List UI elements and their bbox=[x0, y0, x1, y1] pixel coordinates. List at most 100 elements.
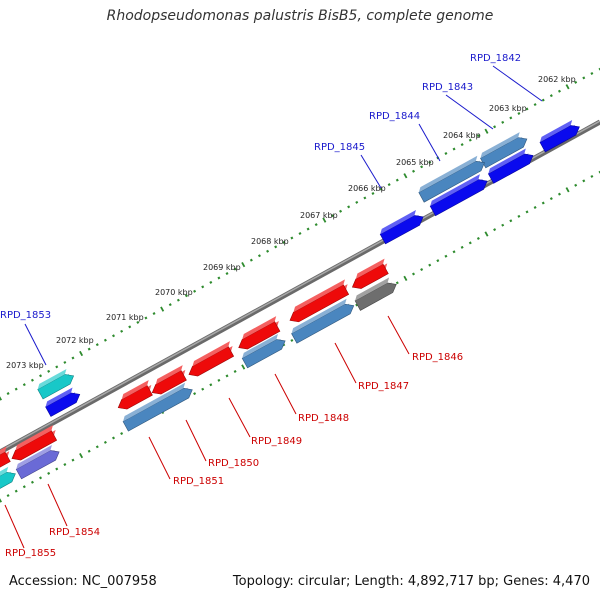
outer-tick-minor-tick bbox=[95, 343, 99, 347]
gene-arrow-body bbox=[188, 346, 235, 377]
outer-tick-minor-tick bbox=[395, 178, 399, 182]
leader-line bbox=[274, 373, 297, 415]
kbp-tick-label: 2072 kbp bbox=[56, 336, 94, 345]
inner-tick-minor-tick bbox=[468, 241, 472, 245]
outer-tick-minor-tick bbox=[549, 94, 553, 98]
kbp-tick-label: 2073 kbp bbox=[6, 361, 44, 370]
outer-tick-minor-tick bbox=[168, 303, 172, 307]
accession-text: Accession: NC_007958 bbox=[9, 574, 157, 589]
outer-tick-minor-tick bbox=[371, 191, 375, 195]
inner-tick-minor-tick bbox=[120, 432, 124, 436]
genome-info-text: Topology: circular; Length: 4,892,717 bp… bbox=[232, 574, 590, 589]
outer-tick-major-tick bbox=[241, 261, 246, 268]
inner-tick-minor-tick bbox=[476, 236, 480, 240]
outer-tick-minor-tick bbox=[266, 249, 270, 253]
gene-label-bottom: RPD_1851 bbox=[173, 476, 224, 487]
kbp-tick-label: 2065 kbp bbox=[396, 158, 434, 167]
gene-arrow bbox=[37, 368, 75, 400]
inner-tick-major-tick bbox=[79, 453, 84, 459]
inner-tick-minor-tick bbox=[225, 374, 229, 378]
gene-arrow-bevel bbox=[539, 120, 573, 143]
outer-tick-minor-tick bbox=[493, 125, 497, 129]
inner-tick-minor-tick bbox=[30, 480, 34, 484]
outer-tick-minor-tick bbox=[136, 320, 140, 324]
gene-label-bottom: RPD_1849 bbox=[251, 436, 302, 447]
gene-arrow-body bbox=[11, 430, 58, 461]
inner-tick-minor-tick bbox=[525, 210, 529, 214]
gene-arrow-body bbox=[117, 385, 153, 410]
leader-line bbox=[360, 154, 382, 189]
inner-tick-minor-tick bbox=[193, 392, 197, 396]
leader-line bbox=[445, 94, 494, 130]
outer-tick-minor-tick bbox=[314, 223, 318, 227]
outer-tick-minor-tick bbox=[452, 147, 456, 151]
inner-tick-minor-tick bbox=[63, 463, 67, 467]
outer-tick-minor-tick bbox=[517, 111, 521, 115]
outer-tick-minor-tick bbox=[128, 325, 132, 329]
outer-tick-major-tick bbox=[160, 306, 165, 312]
gene-arrow-bevel bbox=[291, 298, 347, 334]
gene-arrow-bevel bbox=[355, 258, 385, 279]
gene-arrow-bevel bbox=[242, 334, 278, 359]
inner-tick-minor-tick bbox=[541, 201, 545, 205]
gene-label-top: RPD_1842 bbox=[470, 53, 521, 64]
gene-label-bottom: RPD_1848 bbox=[298, 413, 349, 424]
gene-arrow-body bbox=[291, 303, 355, 344]
inner-tick-minor-tick bbox=[201, 387, 205, 391]
outer-tick-minor-tick bbox=[420, 165, 424, 169]
leader-line bbox=[387, 315, 410, 355]
gene-arrow bbox=[487, 148, 534, 184]
kbp-tick-label: 2068 kbp bbox=[251, 237, 289, 246]
outer-tick-minor-tick bbox=[217, 276, 221, 280]
gene-arrow-body bbox=[151, 370, 187, 395]
outer-tick-minor-tick bbox=[63, 360, 67, 364]
leader-line bbox=[185, 419, 207, 462]
inner-tick-minor-tick bbox=[355, 303, 359, 307]
gene-arrow-bevel bbox=[192, 341, 230, 367]
gene-label-bottom: RPD_1847 bbox=[358, 381, 409, 392]
outer-tick-minor-tick bbox=[209, 280, 213, 284]
gene-arrow-bevel bbox=[242, 316, 277, 340]
inner-tick-major-tick bbox=[241, 364, 246, 370]
inner-tick-minor-tick bbox=[209, 383, 213, 387]
gene-label-top: RPD_1853 bbox=[0, 310, 51, 321]
inner-tick-major-tick bbox=[403, 275, 408, 282]
inner-tick-minor-tick bbox=[428, 263, 432, 267]
kbp-tick-label: 2067 kbp bbox=[300, 211, 338, 220]
inner-tick-minor-tick bbox=[533, 205, 537, 209]
outer-tick-minor-tick bbox=[87, 347, 91, 351]
outer-tick-minor-tick bbox=[363, 196, 367, 200]
inner-tick-minor-tick bbox=[290, 338, 294, 342]
gene-arrow-bevel bbox=[488, 148, 526, 174]
gene-arrow-bevel bbox=[123, 382, 186, 422]
gene-arrow bbox=[188, 341, 235, 377]
outer-tick-minor-tick bbox=[290, 236, 294, 240]
leader-line bbox=[492, 65, 543, 102]
gene-arrow bbox=[151, 365, 187, 395]
gene-arrow-bevel bbox=[16, 445, 52, 470]
outer-tick-major-tick bbox=[403, 173, 408, 179]
gene-arrow-bevel bbox=[0, 466, 9, 482]
inner-tick-minor-tick bbox=[509, 219, 513, 223]
leader-line bbox=[334, 342, 357, 384]
gene-label-top: RPD_1843 bbox=[422, 82, 473, 93]
gene-arrow-body bbox=[351, 263, 389, 289]
gene-arrow-body bbox=[0, 451, 11, 470]
gene-label-bottom: RPD_1846 bbox=[412, 352, 463, 363]
inner-tick-minor-tick bbox=[460, 245, 464, 249]
gene-arrow bbox=[15, 445, 60, 480]
map-title: Rhodopseudomonas palustris BisB5, comple… bbox=[106, 8, 494, 24]
inner-tick-minor-tick bbox=[436, 259, 440, 263]
leader-line bbox=[4, 504, 25, 549]
gene-arrow bbox=[539, 120, 580, 153]
outer-tick-minor-tick bbox=[6, 392, 10, 396]
gene-arrow-bevel bbox=[0, 446, 7, 460]
outer-tick-minor-tick bbox=[144, 316, 148, 320]
outer-tick-minor-tick bbox=[509, 116, 513, 120]
gene-arrow-bevel bbox=[418, 155, 478, 193]
outer-tick-minor-tick bbox=[112, 334, 116, 338]
gene-arrow bbox=[354, 277, 397, 311]
inner-tick-minor-tick bbox=[517, 214, 521, 218]
outer-tick-minor-tick bbox=[152, 312, 156, 316]
